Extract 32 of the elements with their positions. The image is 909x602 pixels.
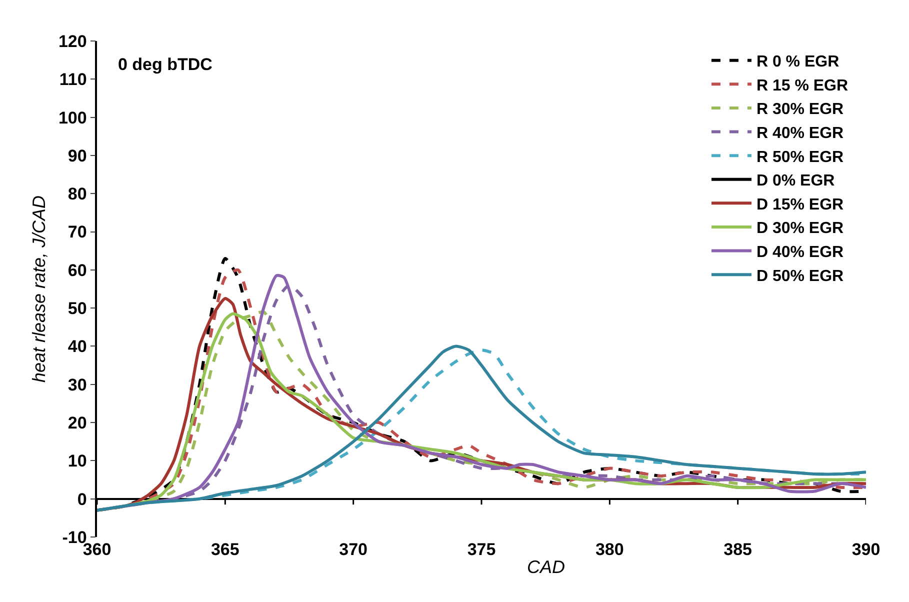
annotation: 0 deg bTDC	[118, 55, 212, 74]
y-tick-label: 10	[68, 452, 87, 471]
y-tick-label: 0	[77, 490, 87, 509]
legend-label: R 15 % EGR	[756, 77, 848, 94]
y-tick-label: 50	[68, 299, 87, 318]
legend-label: R 40% EGR	[756, 125, 844, 142]
legend-label: D 30% EGR	[756, 220, 844, 238]
x-axis-title: CAD	[527, 557, 566, 577]
x-tick-label: 390	[852, 540, 880, 559]
legend-label: D 40% EGR	[756, 244, 844, 262]
legend-label: R 0 % EGR	[756, 54, 840, 71]
legend-label: R 30% EGR	[756, 101, 844, 118]
x-tick-label: 375	[467, 540, 496, 559]
y-tick-label: 100	[58, 108, 87, 128]
y-tick-label: 120	[58, 32, 87, 51]
y-tick-label: 110	[59, 70, 87, 90]
y-tick-label: 80	[68, 184, 87, 204]
y-tick-label: 40	[68, 337, 87, 356]
legend-label: R 50% EGR	[756, 148, 844, 166]
y-tick-label: 20	[68, 413, 87, 432]
legend-label: D 50% EGR	[756, 268, 844, 285]
y-tick-label: 60	[68, 260, 87, 280]
y-tick-label: 90	[68, 146, 87, 166]
legend-label: D 15% EGR	[756, 196, 844, 214]
y-tick-label: 70	[68, 222, 87, 242]
legend-label: D 0% EGR	[756, 172, 836, 190]
y-axis-title: heat rlease rate, J/CAD	[29, 195, 50, 383]
x-tick-label: 380	[595, 540, 624, 559]
x-tick-label: 370	[339, 540, 368, 559]
x-tick-label: 365	[210, 540, 240, 559]
y-tick-label: 30	[68, 375, 87, 394]
x-tick-label: 385	[724, 540, 752, 559]
